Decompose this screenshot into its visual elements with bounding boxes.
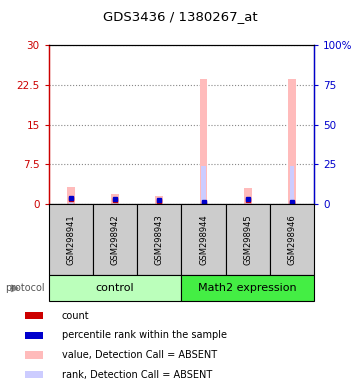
- Text: GDS3436 / 1380267_at: GDS3436 / 1380267_at: [103, 10, 258, 23]
- Bar: [25, 332, 43, 339]
- Text: GSM298946: GSM298946: [287, 214, 296, 265]
- Bar: [200, 79, 208, 204]
- Bar: [111, 194, 119, 204]
- Text: GSM298942: GSM298942: [110, 215, 119, 265]
- Text: rank, Detection Call = ABSENT: rank, Detection Call = ABSENT: [62, 370, 212, 380]
- Bar: [201, 166, 206, 204]
- Bar: [157, 200, 161, 204]
- Bar: [25, 312, 43, 319]
- Bar: [25, 371, 43, 378]
- Bar: [270, 204, 314, 275]
- Bar: [182, 275, 314, 301]
- Text: GSM298944: GSM298944: [199, 215, 208, 265]
- Text: GSM298941: GSM298941: [66, 215, 75, 265]
- Bar: [226, 204, 270, 275]
- Text: control: control: [96, 283, 134, 293]
- Text: protocol: protocol: [5, 283, 45, 293]
- Text: Math2 expression: Math2 expression: [199, 283, 297, 293]
- Bar: [25, 351, 43, 359]
- Bar: [49, 275, 182, 301]
- Bar: [155, 196, 163, 204]
- Text: GSM298943: GSM298943: [155, 214, 164, 265]
- Bar: [69, 198, 73, 204]
- Bar: [137, 204, 182, 275]
- Text: value, Detection Call = ABSENT: value, Detection Call = ABSENT: [62, 350, 217, 360]
- Bar: [290, 166, 294, 204]
- Text: count: count: [62, 311, 90, 321]
- Text: GSM298945: GSM298945: [243, 215, 252, 265]
- Bar: [182, 204, 226, 275]
- Bar: [288, 79, 296, 204]
- Text: percentile rank within the sample: percentile rank within the sample: [62, 330, 227, 340]
- Bar: [244, 188, 252, 204]
- Bar: [245, 198, 250, 204]
- Bar: [93, 204, 137, 275]
- Bar: [113, 199, 117, 204]
- Bar: [49, 204, 93, 275]
- Bar: [67, 187, 75, 204]
